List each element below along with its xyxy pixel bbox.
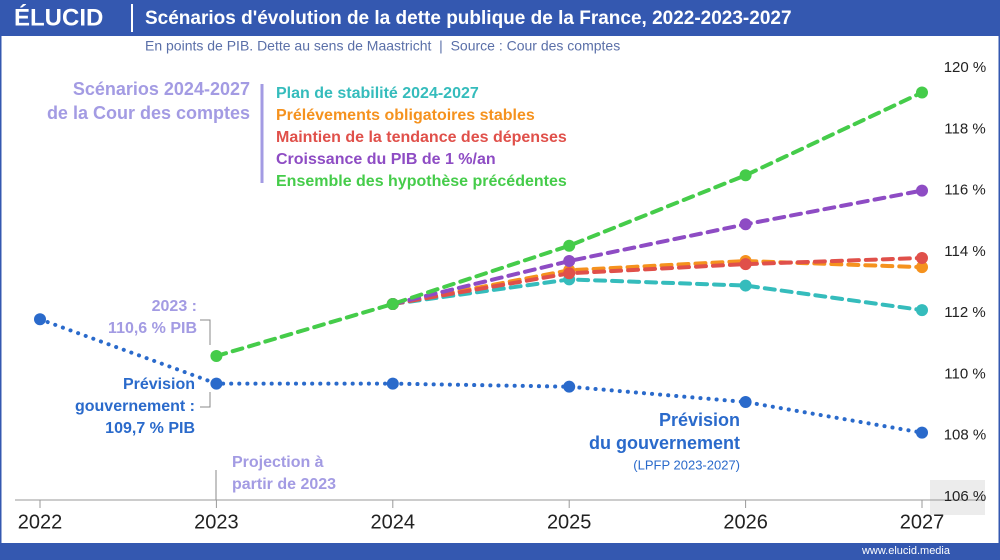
y-tick-label: 106 % <box>944 488 987 505</box>
point <box>563 267 576 280</box>
annotation: partir de 2023 <box>232 476 336 493</box>
point <box>386 297 399 310</box>
point <box>916 261 928 274</box>
point <box>739 169 752 182</box>
annotation: 109,7 % PIB <box>105 420 195 437</box>
legend-entry: Plan de stabilité 2024-2027 <box>276 85 479 102</box>
point <box>916 304 928 317</box>
annotation: (LPFP 2023-2027) <box>633 457 740 472</box>
point <box>916 184 928 197</box>
point <box>739 279 752 292</box>
annotation: du gouvernement <box>589 433 740 453</box>
legend-entry: Croissance du PIB de 1 %/an <box>276 151 496 168</box>
y-tick-label: 112 % <box>944 304 985 321</box>
series-line <box>390 255 924 306</box>
logo: ÉLUCID <box>14 3 103 31</box>
y-tick-label: 108 % <box>944 427 987 444</box>
x-tick-label: 2023 <box>194 511 239 533</box>
annotation: Projection à <box>232 454 324 471</box>
y-tick-label: 118 % <box>944 120 985 137</box>
y-tick-label: 120 % <box>944 59 987 76</box>
annotation: de la Cour des comptes <box>47 103 250 123</box>
series-line <box>390 277 924 313</box>
point <box>563 239 576 252</box>
x-tick-label: 2022 <box>18 511 63 533</box>
annotation: Prévision <box>659 410 740 430</box>
annotation: 2023 : <box>152 298 197 315</box>
point <box>34 313 46 326</box>
y-tick-label: 114 % <box>944 243 985 260</box>
y-tick-label: 116 % <box>944 182 985 199</box>
connector <box>200 392 211 408</box>
annotation: Prévision <box>123 376 195 393</box>
annotation: 110,6 % PIB <box>108 320 197 337</box>
chart-title: Scénarios d'évolution de la dette publiq… <box>145 8 792 29</box>
point <box>739 396 752 409</box>
series-line <box>38 317 924 435</box>
point <box>916 251 928 264</box>
y-tick-label: 110 % <box>944 365 985 382</box>
chart-subtitle: En points de PIB. Dette au sens de Maast… <box>145 38 620 54</box>
series-line <box>214 90 924 359</box>
x-tick-label: 2025 <box>547 511 592 533</box>
series-line <box>390 188 924 306</box>
legend-entry: Prélévements obligatoires stables <box>276 107 535 124</box>
point <box>210 350 223 363</box>
footer-url: www.elucid.media <box>861 545 951 557</box>
point <box>210 377 223 390</box>
point <box>739 218 752 231</box>
point <box>386 377 399 390</box>
point <box>916 426 928 439</box>
point <box>916 86 928 99</box>
point <box>739 258 752 271</box>
annotation: Scénarios 2024-2027 <box>73 79 250 99</box>
point <box>563 255 576 268</box>
x-tick-label: 2026 <box>723 511 768 533</box>
header-bar <box>0 0 1000 36</box>
point <box>563 380 576 393</box>
axis-corner <box>930 480 985 515</box>
annotation: gouvernement : <box>75 398 195 415</box>
x-tick-label: 2024 <box>371 511 416 533</box>
footer-bar <box>0 543 1000 560</box>
connector <box>200 319 211 345</box>
x-tick-label: 2027 <box>900 511 945 533</box>
legend-entry: Ensemble des hypothèse précédentes <box>276 173 567 190</box>
legend-entry: Maintien de la tendance des dépenses <box>276 129 567 146</box>
